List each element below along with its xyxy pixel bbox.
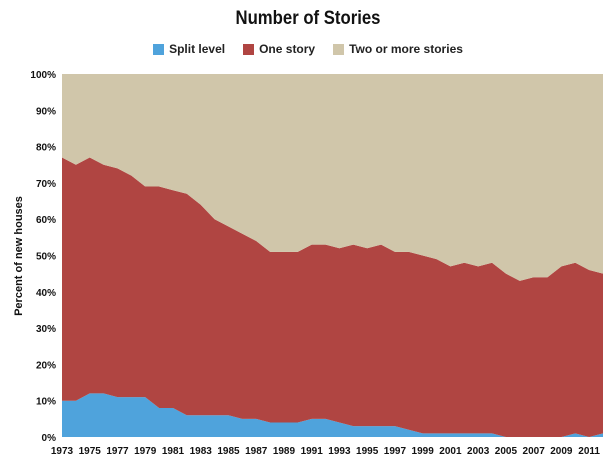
legend-item-one-story: One story	[243, 42, 315, 56]
y-tick-label: 20%	[36, 360, 56, 371]
y-tick-label: 70%	[36, 179, 56, 190]
x-tick-label: 2009	[550, 446, 573, 457]
legend-label-two-or-more: Two or more stories	[349, 42, 463, 56]
y-axis-ticks: 0% 10% 20% 30% 40% 50% 60% 70% 80% 90% 100%	[30, 70, 56, 444]
y-tick-label: 90%	[36, 106, 56, 117]
y-tick-label: 10%	[36, 397, 56, 408]
x-tick-label: 1987	[245, 446, 268, 457]
x-tick-label: 2003	[467, 446, 490, 457]
y-axis-label: Percent of new houses	[13, 196, 25, 316]
legend-label-one-story: One story	[259, 42, 316, 56]
x-tick-label: 1991	[301, 446, 324, 457]
y-tick-label: 60%	[36, 215, 56, 226]
x-tick-label: 1981	[162, 446, 185, 457]
plot-areas	[62, 74, 603, 437]
y-tick-label: 80%	[36, 143, 56, 154]
area-one-story	[62, 157, 603, 437]
x-tick-label: 1977	[106, 446, 129, 457]
y-tick-label: 50%	[36, 252, 56, 263]
y-tick-label: 0%	[42, 433, 57, 444]
x-tick-label: 2007	[523, 446, 546, 457]
legend-swatch-split-level	[153, 43, 165, 55]
legend-label-split-level: Split level	[169, 42, 226, 56]
x-tick-label: 2011	[578, 446, 600, 457]
legend-swatch-one-story	[243, 43, 255, 55]
x-tick-label: 2005	[495, 446, 518, 457]
x-tick-label: 1983	[190, 446, 213, 457]
legend: Split level One story Two or more storie…	[0, 42, 616, 56]
x-tick-label: 1975	[79, 446, 102, 457]
x-tick-label: 1993	[328, 446, 351, 457]
x-tick-label: 1995	[356, 446, 379, 457]
y-tick-label: 40%	[36, 288, 56, 299]
x-tick-label: 1985	[217, 446, 240, 457]
x-tick-label: 1997	[384, 446, 407, 457]
legend-item-split-level: Split level	[153, 42, 225, 56]
x-tick-label: 1999	[412, 446, 435, 457]
x-tick-label: 2001	[439, 446, 462, 457]
legend-swatch-two-or-more	[333, 43, 345, 55]
x-tick-label: 1989	[273, 446, 296, 457]
x-tick-label: 1973	[51, 446, 74, 457]
x-axis-ticks: 1973 1975 1977 1979 1981 1983 1985 1987 1989 1991…	[51, 446, 601, 457]
area-split-level	[62, 393, 603, 437]
legend-item-two-or-more: Two or more stories	[333, 42, 463, 56]
x-tick-label: 1979	[134, 446, 157, 457]
y-tick-label: 100%	[30, 70, 56, 81]
area-two-or-more-stories	[62, 74, 603, 281]
y-tick-label: 30%	[36, 324, 56, 335]
chart-title: Number of Stories	[235, 8, 381, 29]
